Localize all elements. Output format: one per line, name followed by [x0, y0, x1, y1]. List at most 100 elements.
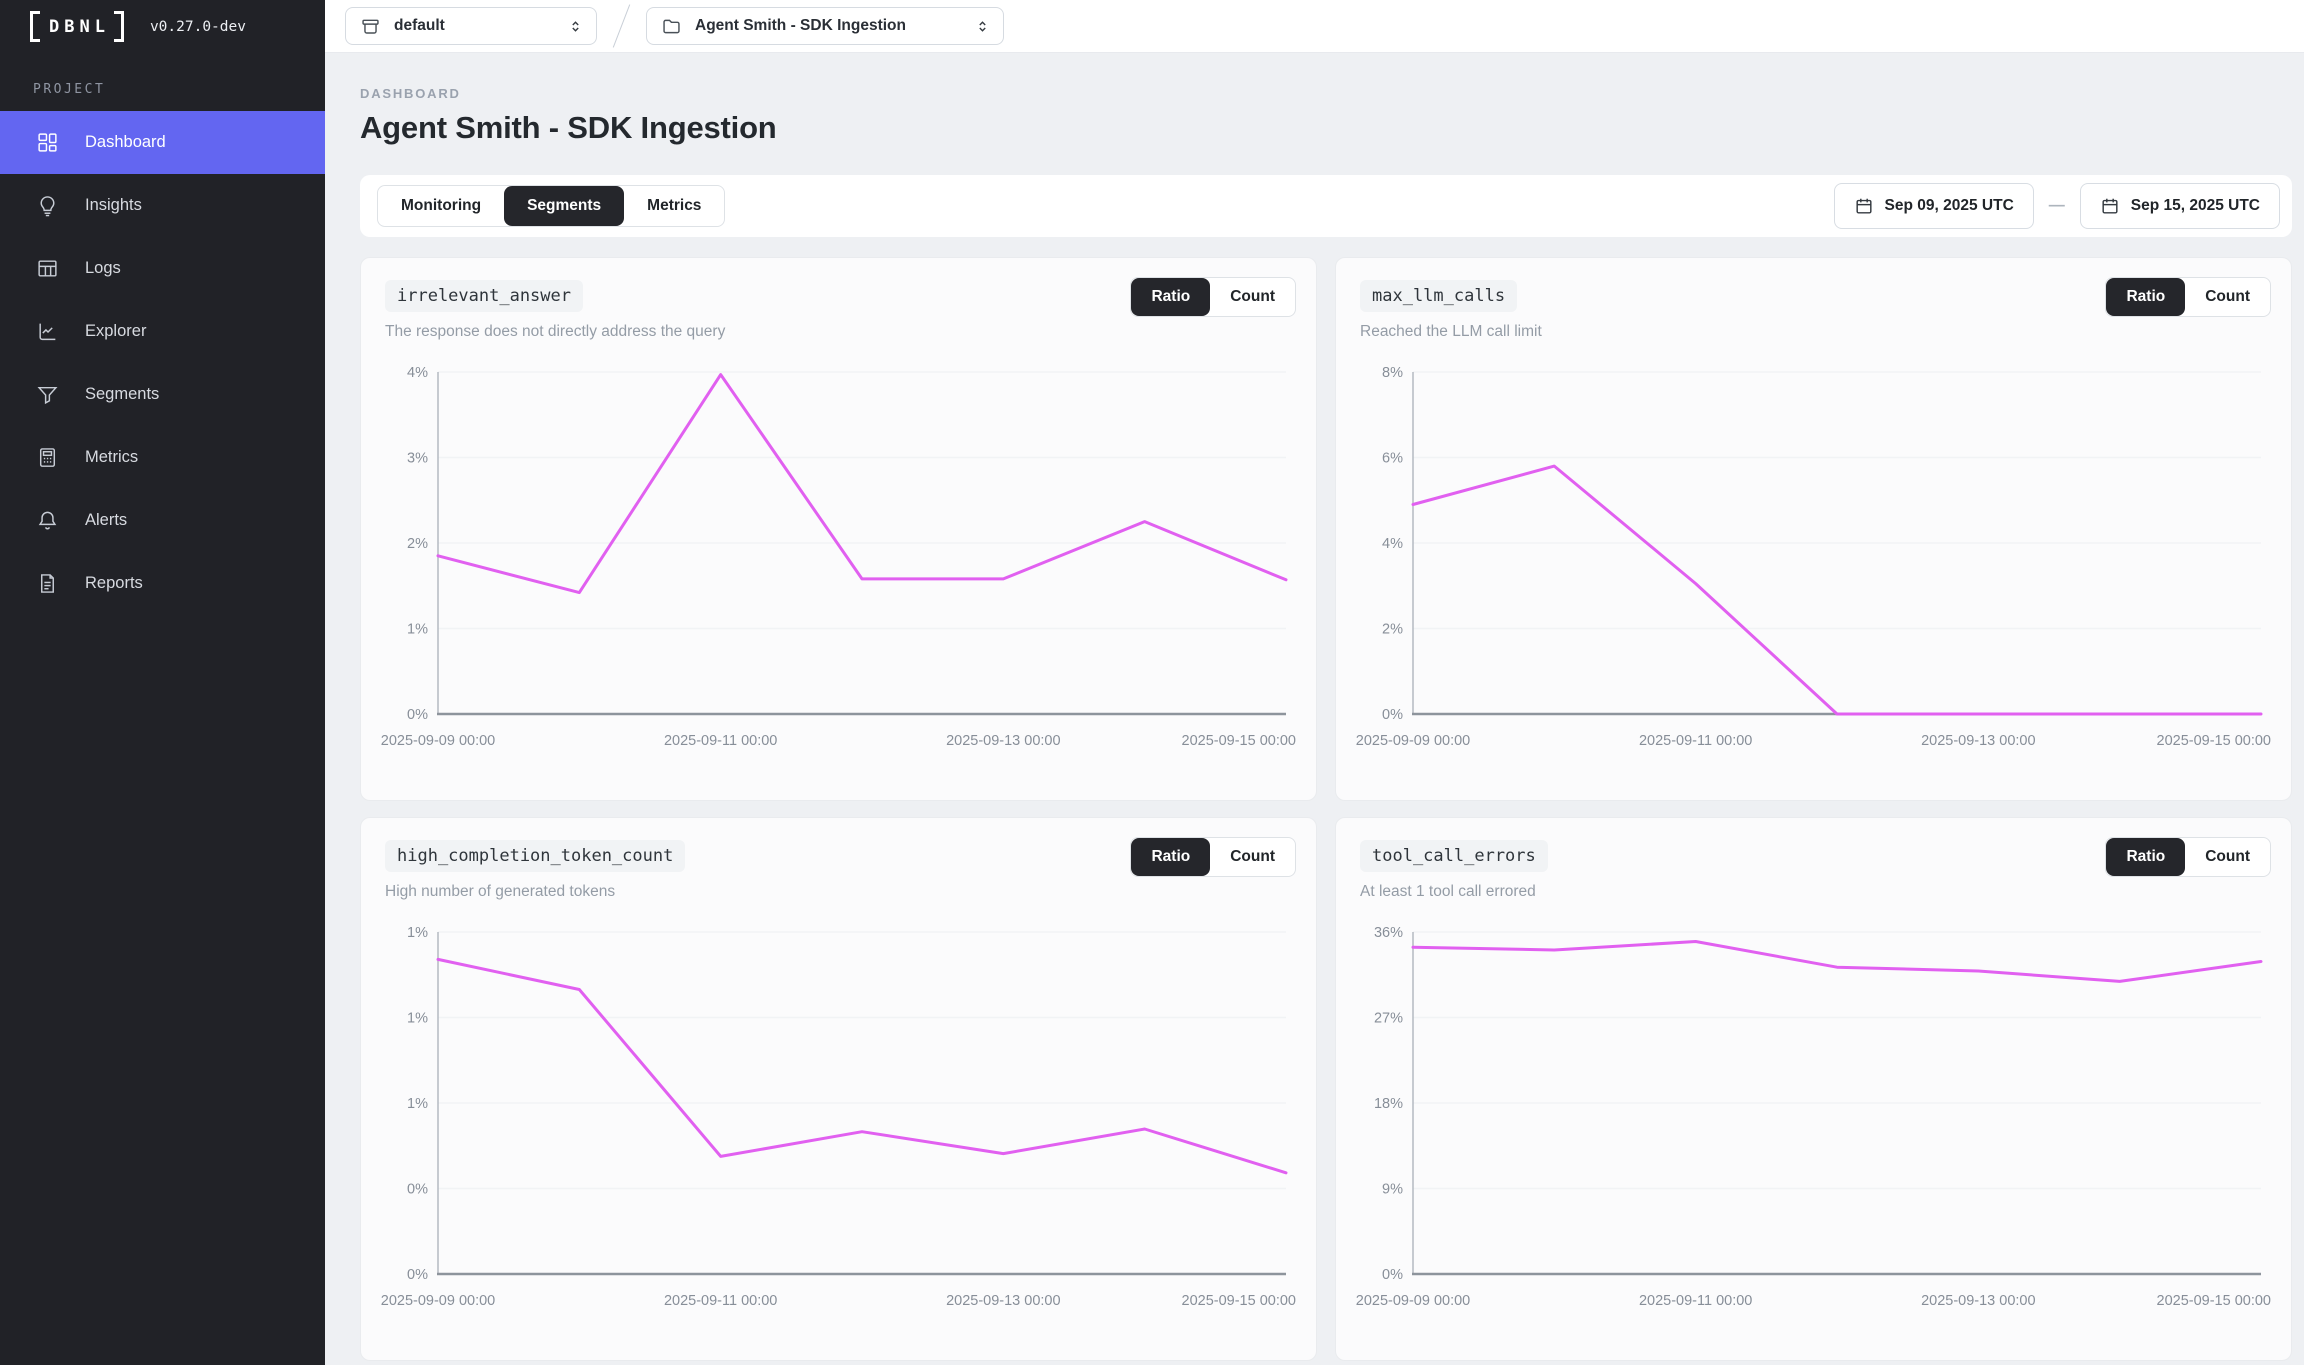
sidebar-item-metrics[interactable]: Metrics	[0, 426, 325, 489]
svg-text:2025-09-11 00:00: 2025-09-11 00:00	[1639, 733, 1752, 749]
calendar-icon	[1855, 198, 1872, 214]
svg-text:2025-09-09 00:00: 2025-09-09 00:00	[1356, 1293, 1471, 1309]
svg-text:2025-09-09 00:00: 2025-09-09 00:00	[381, 733, 496, 749]
sidebar: DBNL v0.27.0-dev PROJECT Dashboard Insig…	[0, 0, 325, 1365]
calculator-icon	[39, 448, 56, 467]
svg-text:8%: 8%	[1382, 365, 1403, 381]
table-icon	[38, 260, 57, 277]
bell-icon	[38, 511, 57, 530]
ratio-count-toggle: Ratio Count	[2105, 277, 2271, 317]
svg-text:6%: 6%	[1382, 451, 1403, 467]
sidebar-item-label: Insights	[85, 196, 142, 214]
svg-text:2025-09-15 00:00: 2025-09-15 00:00	[2157, 733, 2272, 749]
sidebar-item-label: Metrics	[85, 448, 139, 466]
tab-metrics[interactable]: Metrics	[624, 186, 725, 226]
svg-text:2025-09-11 00:00: 2025-09-11 00:00	[664, 1293, 777, 1309]
svg-text:2025-09-09 00:00: 2025-09-09 00:00	[1356, 733, 1471, 749]
ratio-toggle-button[interactable]: Ratio	[1131, 838, 1211, 876]
main-content: DASHBOARD Agent Smith - SDK Ingestion Mo…	[325, 53, 2304, 1365]
archive-box-icon	[362, 19, 379, 34]
environment-selector-value: default	[394, 17, 445, 34]
svg-text:2025-09-13 00:00: 2025-09-13 00:00	[946, 1293, 1060, 1309]
svg-text:2025-09-15 00:00: 2025-09-15 00:00	[2157, 1293, 2272, 1309]
count-toggle-button[interactable]: Count	[2185, 278, 2270, 316]
chart-line-icon	[39, 323, 56, 341]
sidebar-item-segments[interactable]: Segments	[0, 363, 325, 426]
sidebar-section-label: PROJECT	[33, 82, 106, 97]
segment-name-badge: max_llm_calls	[1360, 280, 1518, 312]
environment-selector[interactable]: default	[345, 7, 597, 45]
logo-right-bracket	[113, 11, 124, 42]
svg-text:36%: 36%	[1374, 925, 1403, 941]
sidebar-item-insights[interactable]: Insights	[0, 174, 325, 237]
svg-text:2025-09-13 00:00: 2025-09-13 00:00	[1921, 1293, 2036, 1309]
app-version: v0.27.0-dev	[149, 18, 246, 35]
sidebar-item-alerts[interactable]: Alerts	[0, 489, 325, 552]
sidebar-item-label: Dashboard	[85, 133, 166, 151]
sidebar-item-reports[interactable]: Reports	[0, 552, 325, 615]
svg-text:2%: 2%	[1382, 622, 1403, 638]
sidebar-item-label: Explorer	[85, 322, 147, 340]
end-date-button[interactable]: Sep 15, 2025 UTC	[2079, 183, 2280, 229]
tab-monitoring[interactable]: Monitoring	[378, 186, 505, 226]
ratio-toggle-button[interactable]: Ratio	[2106, 278, 2186, 316]
sidebar-item-dashboard[interactable]: Dashboard	[0, 111, 325, 174]
selector-icon	[572, 20, 579, 32]
svg-text:2025-09-11 00:00: 2025-09-11 00:00	[664, 733, 777, 749]
sidebar-item-label: Alerts	[85, 511, 128, 529]
tab-segments[interactable]: Segments	[504, 186, 625, 226]
sidebar-item-explorer[interactable]: Explorer	[0, 300, 325, 363]
svg-text:0%: 0%	[407, 1267, 428, 1283]
segment-card-tool-call-errors: tool_call_errors At least 1 tool call er…	[1335, 817, 2292, 1361]
breadcrumb: DASHBOARD	[360, 86, 461, 101]
svg-text:9%: 9%	[1382, 1182, 1403, 1198]
segment-card-irrelevant-answer: irrelevant_answer The response does not …	[360, 257, 1317, 801]
count-toggle-button[interactable]: Count	[1210, 838, 1295, 876]
segment-name-badge: irrelevant_answer	[385, 280, 583, 312]
logo-area: DBNL v0.27.0-dev	[0, 0, 325, 53]
svg-text:27%: 27%	[1374, 1011, 1403, 1027]
segment-ratio-line-chart: 0% 2% 4% 6% 8% 2025-09-09 00:00 2025-09-11 00:…	[1356, 365, 2271, 749]
segment-ratio-line-chart: 0% 0% 1% 1% 1% 2025-09-09 00:00 2025-09-11 00:…	[381, 925, 1296, 1309]
segment-name-badge: high_completion_token_count	[385, 840, 686, 872]
funnel-icon	[37, 386, 58, 405]
count-toggle-button[interactable]: Count	[1210, 278, 1295, 316]
page-title: Agent Smith - SDK Ingestion	[360, 110, 777, 145]
svg-text:2025-09-13 00:00: 2025-09-13 00:00	[1921, 733, 2036, 749]
project-selector[interactable]: Agent Smith - SDK Ingestion	[646, 7, 1004, 45]
sidebar-nav: Dashboard Insights Logs Explorer Segment…	[0, 111, 325, 615]
logo-text: DBNL	[49, 16, 110, 37]
ratio-toggle-button[interactable]: Ratio	[2106, 838, 2186, 876]
svg-text:2025-09-09 00:00: 2025-09-09 00:00	[381, 1293, 496, 1309]
svg-text:0%: 0%	[1382, 707, 1403, 723]
sidebar-item-label: Segments	[85, 385, 160, 403]
dbnl-logo[interactable]: DBNL	[30, 11, 124, 42]
ratio-count-toggle: Ratio Count	[1130, 837, 1296, 877]
dashboard-grid-icon	[38, 133, 57, 152]
segment-description: Reached the LLM call limit	[1360, 323, 1542, 340]
ratio-toggle-button[interactable]: Ratio	[1131, 278, 1211, 316]
start-date-button[interactable]: Sep 09, 2025 UTC	[1833, 183, 2034, 229]
end-date-value: Sep 15, 2025 UTC	[2130, 197, 2260, 214]
lightbulb-icon	[40, 196, 55, 217]
view-tabs: Monitoring Segments Metrics	[377, 185, 726, 227]
segment-name-badge: tool_call_errors	[1360, 840, 1548, 872]
selector-icon	[979, 20, 986, 32]
svg-text:2025-09-15 00:00: 2025-09-15 00:00	[1182, 733, 1297, 749]
folder-icon	[663, 19, 680, 33]
sidebar-item-label: Logs	[85, 259, 121, 277]
segment-description: The response does not directly address t…	[385, 323, 726, 340]
date-range-separator: —	[2048, 197, 2065, 214]
project-selector-value: Agent Smith - SDK Ingestion	[695, 17, 906, 34]
logo-left-bracket	[30, 11, 40, 42]
sidebar-item-logs[interactable]: Logs	[0, 237, 325, 300]
svg-text:0%: 0%	[407, 707, 428, 723]
count-toggle-button[interactable]: Count	[2185, 838, 2270, 876]
svg-text:4%: 4%	[407, 365, 428, 381]
segment-card-max-llm-calls: max_llm_calls Reached the LLM call limit…	[1335, 257, 2292, 801]
document-icon	[41, 574, 54, 593]
segment-card-high-completion-token-count: high_completion_token_count High number …	[360, 817, 1317, 1361]
svg-text:2025-09-11 00:00: 2025-09-11 00:00	[1639, 1293, 1752, 1309]
ratio-count-toggle: Ratio Count	[1130, 277, 1296, 317]
breadcrumb-slash-separator	[612, 4, 631, 48]
